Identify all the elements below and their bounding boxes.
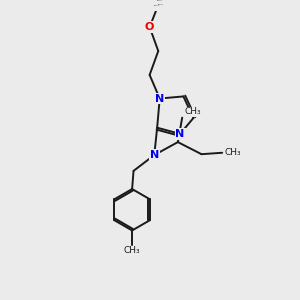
Text: CH₃: CH₃ [124,246,140,255]
Text: O: O [145,22,154,32]
Text: CH₃: CH₃ [184,107,201,116]
Text: methoxy: methoxy [154,4,160,6]
Text: methoxy: methoxy [157,0,163,1]
Text: N: N [176,129,185,139]
Text: N: N [155,94,164,103]
Text: CH₃: CH₃ [224,148,241,157]
Text: N: N [150,150,159,160]
Text: methoxy: methoxy [158,4,164,5]
